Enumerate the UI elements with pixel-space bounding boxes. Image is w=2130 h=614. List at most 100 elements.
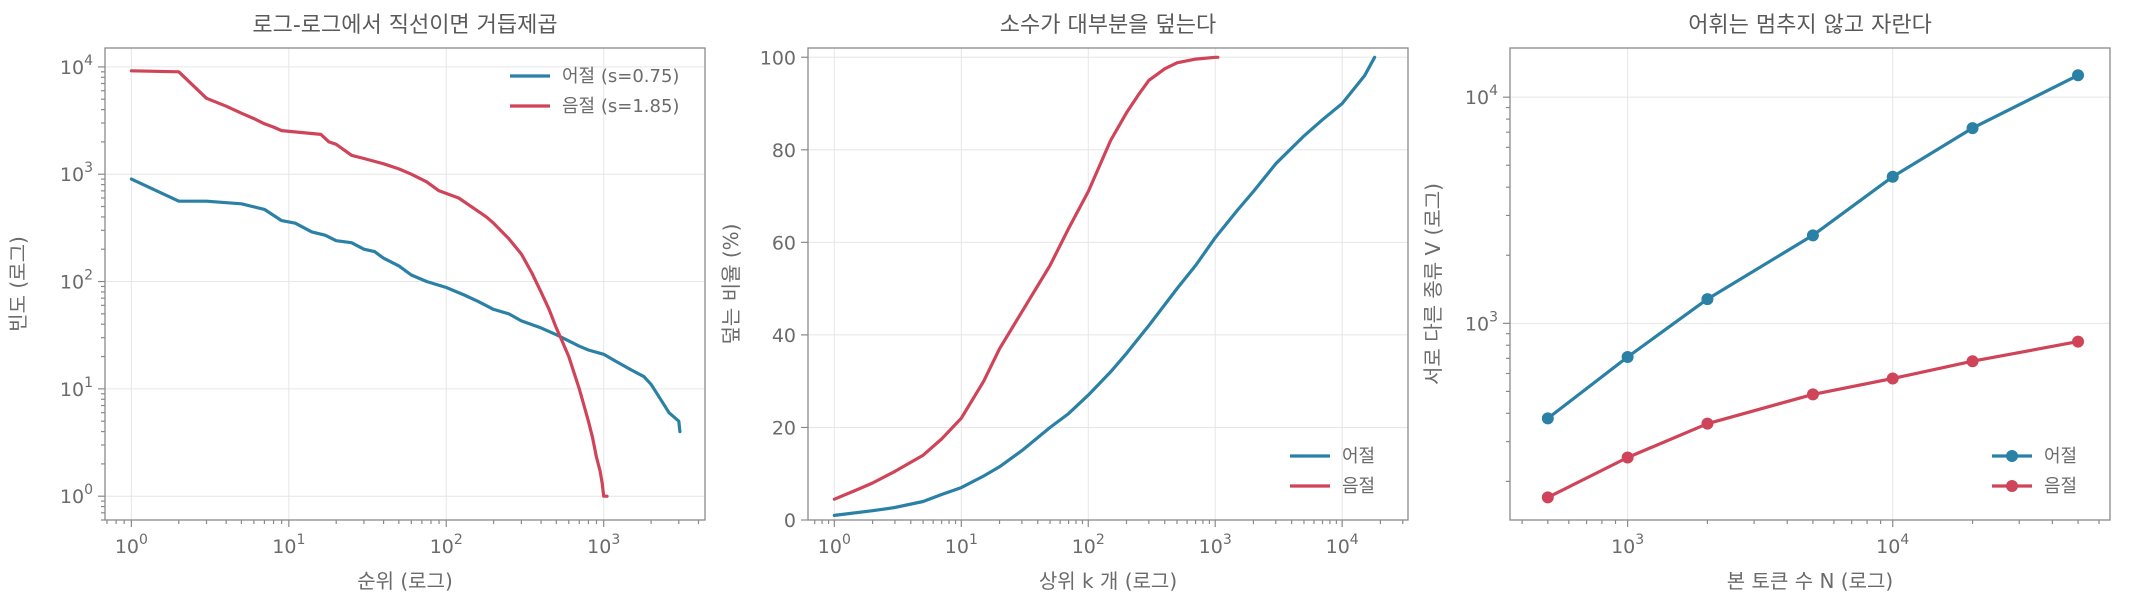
series-line-2 [129,69,609,498]
tick-exponent: 1 [969,532,978,548]
y-tick-label: 80 [772,140,796,162]
tick-base: 10 [1199,536,1223,558]
y-tick-label: 40 [772,325,796,347]
tick-base: 10 [945,536,969,558]
x-tick-label: 100 [818,532,851,558]
tick-base: 10 [1876,536,1900,558]
series-marker [1541,412,1554,425]
series-line-2 [832,55,1220,501]
chart-title: 소수가 대부분을 덮는다 [1000,13,1216,38]
tick-exponent: 4 [1350,532,1359,548]
series-marker [1621,451,1634,464]
x-tick-label: 103 [587,532,620,558]
tick-base: 10 [60,486,84,508]
legend-marker [2006,480,2018,492]
series-marker [1966,355,1979,368]
x-axis-label: 상위 k 개 (로그) [1039,569,1177,593]
series-line-1 [832,55,1377,517]
plot-frame [104,47,706,521]
series-marker [2072,69,2085,82]
tick-base: 10 [1465,87,1489,109]
tick-exponent: 3 [1223,532,1232,548]
series-marker [1886,372,1899,385]
tick-base: 10 [1465,313,1489,335]
y-tick-label: 104 [60,53,93,79]
tick-base: 10 [1326,536,1350,558]
tick-base: 10 [60,272,84,294]
tick-exponent: 2 [1096,532,1105,548]
x-tick-label: 101 [945,532,978,558]
x-axis-label: 본 토큰 수 N (로그) [1727,569,1893,593]
tick-base: 10 [60,164,84,186]
plot-frame [1509,47,2111,521]
tick-exponent: 1 [296,532,305,548]
x-tick-label: 102 [430,532,463,558]
tick-exponent: 0 [842,532,851,548]
plot-frame [807,47,1409,521]
series-marker [1966,122,1979,135]
legend-label-1: 어절 [1342,446,1375,467]
tick-exponent: 4 [1900,532,1909,548]
tick-base: 10 [1072,536,1096,558]
y-axis-label: 덮는 비율 (%) [719,224,743,345]
series-line-1 [129,177,682,434]
x-axis-label: 순위 (로그) [357,569,453,593]
tick-exponent: 3 [1489,309,1498,325]
tick-exponent: 0 [84,482,93,498]
chart-title: 어휘는 멈추지 않고 자란다 [1688,13,1932,38]
tick-exponent: 4 [1489,83,1498,99]
series-marker [1806,388,1819,401]
series-marker [1621,350,1634,363]
tick-base: 10 [430,536,454,558]
x-tick-label: 104 [1326,532,1359,558]
legend-label-1: 어절 [2044,446,2077,467]
tick-base: 10 [60,57,84,79]
series-marker [1701,417,1714,430]
tick-base: 10 [115,536,139,558]
series-marker [1701,293,1714,306]
y-tick-label: 103 [60,160,93,186]
series-marker [1541,491,1554,504]
tick-base: 10 [60,379,84,401]
legend-label-1: 어절 (s=0.75) [562,66,679,87]
tick-base: 10 [1611,536,1635,558]
tick-exponent: 0 [139,532,148,548]
tick-exponent: 1 [84,375,93,391]
tick-exponent: 3 [611,532,620,548]
tick-base: 10 [818,536,842,558]
legend-label-2: 음절 [1342,476,1375,497]
y-axis-label: 서로 다른 종류 V (로그) [1421,183,1445,385]
y-tick-label: 103 [1465,309,1498,335]
series-marker [1806,229,1819,242]
x-tick-label: 103 [1611,532,1644,558]
tick-base: 10 [587,536,611,558]
chart-title: 로그-로그에서 직선이면 거듭제곱 [252,13,557,38]
legend-label-2: 음절 (s=1.85) [562,96,679,117]
x-tick-label: 100 [115,532,148,558]
x-tick-label: 104 [1876,532,1909,558]
legend-label-2: 음절 [2044,476,2077,497]
tick-base: 10 [272,536,296,558]
y-tick-label: 104 [1465,83,1498,109]
series-marker [1886,170,1899,183]
series-marker [2072,335,2085,348]
y-tick-label: 20 [772,417,796,439]
y-tick-label: 102 [60,268,93,294]
tick-exponent: 2 [84,268,93,284]
y-tick-label: 60 [772,232,796,254]
y-axis-label: 빈도 (로그) [6,236,30,332]
x-tick-label: 103 [1199,532,1232,558]
y-tick-label: 100 [760,47,796,69]
x-tick-label: 101 [272,532,305,558]
y-tick-label: 101 [60,375,93,401]
tick-exponent: 3 [84,160,93,176]
tick-exponent: 2 [454,532,463,548]
legend: 어절 (s=0.75) 음절 (s=1.85) [510,66,679,117]
